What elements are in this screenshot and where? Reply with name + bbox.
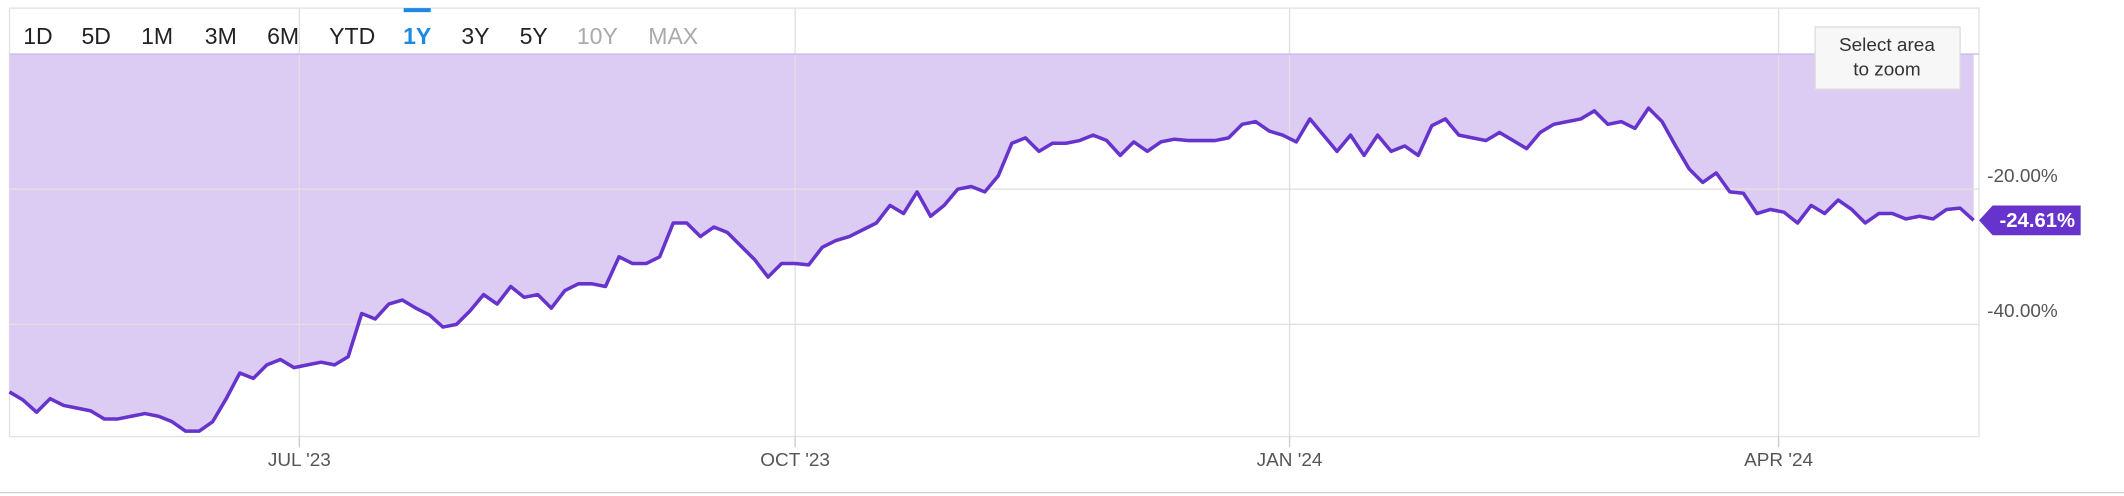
range-button: 10Y xyxy=(577,23,618,49)
active-indicator xyxy=(403,8,431,13)
range-button[interactable]: 3M xyxy=(205,23,237,49)
x-tick-label: APR '24 xyxy=(1744,450,1813,471)
range-button[interactable]: 5Y xyxy=(520,23,548,49)
last-value-label: -24.61% xyxy=(1999,210,2075,232)
zoom-hint-text: to zoom xyxy=(1853,59,1920,80)
range-button: MAX xyxy=(648,23,698,49)
range-button[interactable]: 6M xyxy=(267,23,299,49)
range-button[interactable]: 1Y xyxy=(403,23,431,49)
y-tick-label: -20.00% xyxy=(1987,166,2058,187)
range-button[interactable]: 1M xyxy=(141,23,173,49)
plot-frame xyxy=(8,7,1980,438)
zoom-hint: Select area to zoom xyxy=(1814,26,1961,90)
last-value-badge xyxy=(1979,205,2081,236)
line xyxy=(8,106,1975,433)
y-tick-label: -40.00% xyxy=(1987,301,2058,322)
zoom-hint-box xyxy=(1814,26,1961,90)
x-tick-label: JAN '24 xyxy=(1257,450,1323,471)
x-tick-label: OCT '23 xyxy=(760,450,830,471)
x-tick-label: JUL '23 xyxy=(268,450,331,471)
zoom-hint-text: Select area xyxy=(1839,35,1935,56)
range-button[interactable]: 1D xyxy=(23,23,52,49)
range-button[interactable]: 5D xyxy=(81,23,110,49)
range-button[interactable]: YTD xyxy=(329,23,375,49)
range-button[interactable]: 3Y xyxy=(461,23,489,49)
area xyxy=(9,54,1974,432)
